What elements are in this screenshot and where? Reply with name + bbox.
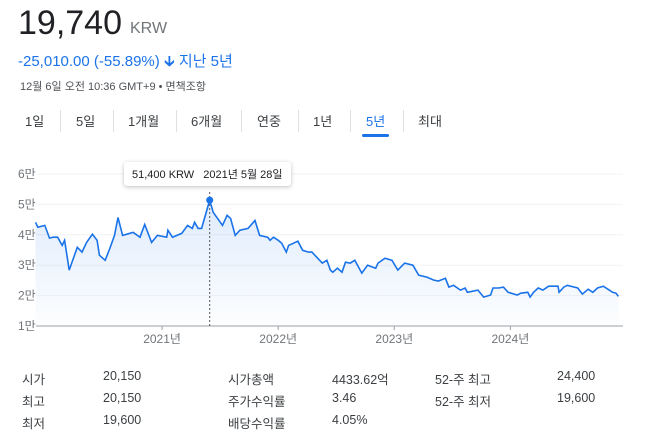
y-tick-label: 1만: [18, 319, 36, 333]
timestamp-line: 12월 6일 오전 10:36 GMT+9 • 면책조항: [20, 81, 207, 93]
timestamp: 12월 6일 오전 10:36 GMT+9: [20, 81, 156, 93]
change-period: 지난 5년: [178, 53, 233, 70]
divider: [241, 110, 242, 132]
chart-tooltip: 51,400 KRW 2021년 5월 28일: [124, 162, 291, 186]
tab-1y[interactable]: 1년: [313, 114, 333, 129]
price-line: [34, 197, 620, 299]
divider: [350, 110, 351, 132]
stat-label: 52-주 최저: [435, 395, 492, 409]
divider: [113, 110, 114, 132]
stat-label: 최저: [22, 417, 46, 431]
y-tick-label: 6만: [18, 167, 36, 181]
stat-label: 시가: [22, 373, 46, 387]
stat-value: 4.05%: [332, 413, 368, 427]
tab-6m[interactable]: 6개월: [191, 114, 223, 129]
current-price: 19,740: [18, 4, 122, 42]
tab-1m[interactable]: 1개월: [128, 114, 160, 129]
x-tick-label: 2024년: [492, 332, 530, 346]
stat-value: 3.46: [332, 391, 357, 405]
price-area: [35, 200, 619, 326]
tab-5y[interactable]: 5년: [361, 113, 390, 137]
arrow-down-icon: 🡳: [163, 53, 175, 70]
stat-value: 24,400: [557, 369, 596, 383]
stat-label: 최고: [22, 395, 46, 409]
divider: [60, 110, 61, 132]
stat-value: 19,600: [557, 391, 596, 405]
change-value: -25,010.00 (-55.89%): [18, 53, 160, 70]
tooltip-value: 51,400 KRW: [132, 169, 195, 181]
tab-ytd[interactable]: 연중: [257, 114, 281, 129]
x-tick-label: 2022년: [259, 332, 297, 346]
stat-label: 주가수익률: [228, 395, 286, 409]
stat-label: 배당수익률: [228, 417, 286, 431]
stat-value: 19,600: [103, 413, 142, 427]
stat-value: 20,150: [103, 391, 142, 405]
y-tick-label: 2만: [18, 289, 36, 303]
stat-label: 시가총액: [228, 373, 275, 387]
divider: [403, 110, 404, 132]
tab-5d[interactable]: 5일: [76, 114, 96, 129]
stat-label: 52-주 최고: [435, 373, 492, 387]
x-tick-label: 2021년: [143, 332, 181, 346]
divider: [176, 110, 177, 132]
divider: [298, 110, 299, 132]
currency-label: KRW: [130, 20, 168, 37]
price-chart[interactable]: 6만 5만 4만 3만 2만 1만 2021년 2022년 2023년 2024년: [0, 150, 658, 350]
y-tick-label: 4만: [18, 228, 36, 242]
tab-1d[interactable]: 1일: [25, 114, 45, 129]
disclaimer-link[interactable]: 면책조항: [165, 81, 207, 93]
y-tick-label: 3만: [18, 258, 36, 272]
hover-point: [206, 196, 214, 204]
tab-max[interactable]: 최대: [418, 114, 442, 129]
y-tick-label: 5만: [18, 197, 36, 211]
stat-value: 4433.62억: [332, 373, 389, 387]
tooltip-date: 2021년 5월 28일: [203, 169, 283, 181]
x-tick-label: 2023년: [375, 332, 413, 346]
stat-value: 20,150: [103, 369, 142, 383]
price-change: -25,010.00 (-55.89%) 🡳 지난 5년: [18, 50, 233, 76]
